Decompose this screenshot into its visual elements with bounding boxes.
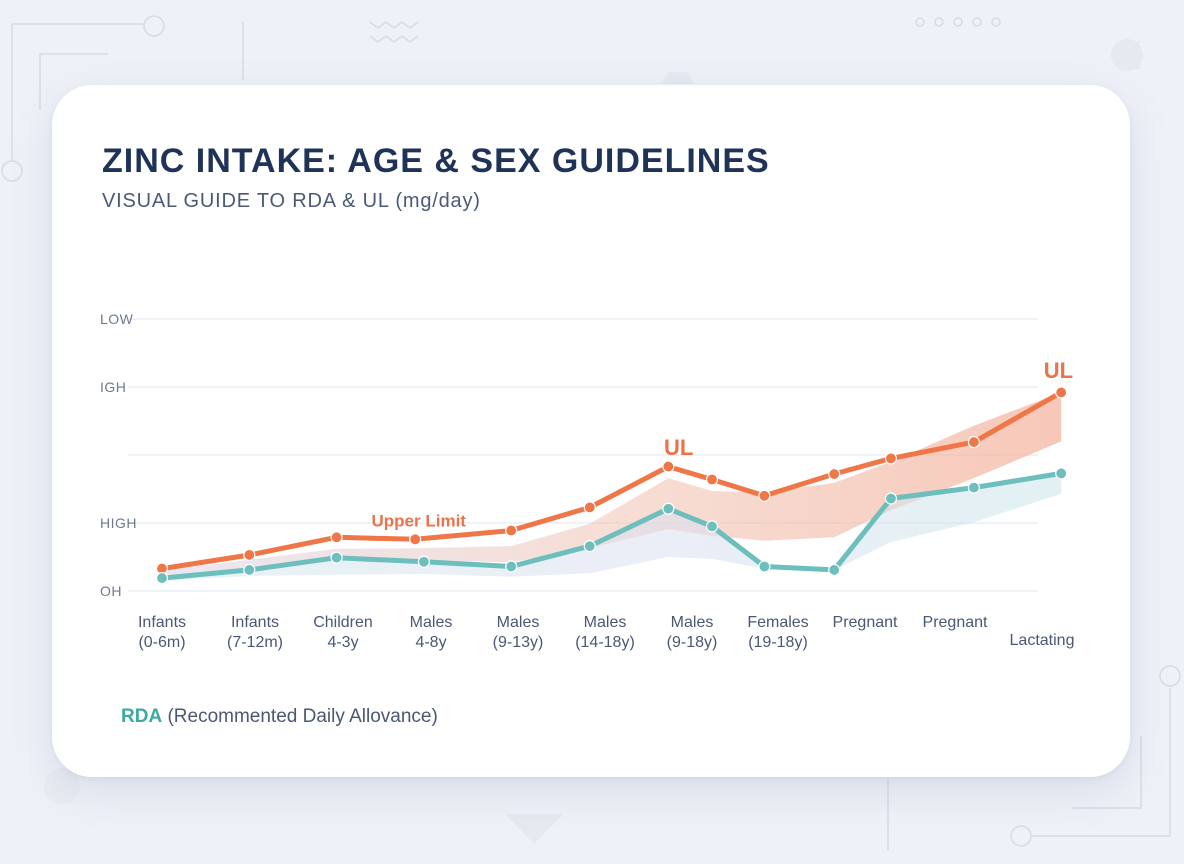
data-point-rda [505,560,518,573]
data-point-rda [967,481,980,494]
data-point-ul [1055,386,1068,399]
circuit-line [1032,688,1171,837]
x-tick-label: Infants [138,614,186,631]
data-point-rda [1055,467,1068,480]
x-tick-label: Pregnant [833,614,898,631]
x-tick-label: Lactating [1010,632,1075,649]
circuit-node [1010,825,1032,847]
dot-decoration [953,17,963,27]
x-tick-label: (19-18y) [748,634,808,651]
circle-decoration [44,768,80,804]
x-tick-label: (14-18y) [575,634,635,651]
x-tick-label: Pregnant [923,614,988,631]
x-tick-label: Children [313,614,373,631]
data-point-rda [330,551,343,564]
triangle-decoration [505,814,563,844]
x-tick-label: (9-18y) [667,634,718,651]
hex-decoration [1111,39,1143,71]
chart-card [52,85,1130,777]
circuit-line [1072,736,1142,809]
data-point-ul [884,452,898,465]
x-tick-label: Females [747,614,808,631]
data-point-ul [505,524,518,537]
data-point-rda [417,555,430,568]
data-point-rda [243,563,256,577]
x-tick-label: Males [584,614,627,631]
y-tick-label: HIGH [100,515,137,531]
data-point-ul [967,435,980,449]
data-point-ul [409,533,422,546]
data-point-ul [828,467,841,481]
zigzag-decoration [369,21,419,43]
circuit-line [11,23,143,160]
y-tick-label: IGH [100,379,126,395]
chart-title: ZINC INTAKE: AGE & SEX GUIDELINES [102,142,770,180]
data-point-rda [758,560,771,573]
data-point-ul [758,489,771,502]
data-point-rda [583,540,596,553]
x-tick-label: Infants [231,614,279,631]
band-ul [162,392,1062,576]
x-tick-label: Males [410,614,453,631]
y-tick-label: LOW [100,311,134,327]
data-point-ul [583,501,596,514]
x-tick-label: 4-3y [327,634,358,651]
circuit-node [1159,665,1181,687]
dot-decoration [934,17,944,27]
circuit-node [1,160,23,182]
dot-decoration [991,17,1001,27]
dot-decoration [915,17,925,27]
annotation-label: Upper Limit [372,511,467,530]
x-tick-label: (7-12m) [227,634,283,651]
data-point-ul [705,473,719,486]
data-point-rda [705,520,719,533]
data-point-rda [662,502,675,515]
x-tick-label: Males [497,614,540,631]
legend: RDA (Recommented Daily Allovance) [121,706,438,728]
annotation-label: UL [1044,358,1073,383]
x-tick-label: (9-13y) [493,634,544,651]
chart-subtitle: VISUAL GUIDE TO RDA & UL (mg/day) [102,190,481,212]
circuit-line [39,53,108,110]
annotation-label: UL [664,435,693,460]
data-point-rda [884,492,898,505]
x-tick-label: Males [671,614,714,631]
data-point-rda [155,571,169,585]
legend-key-rda: RDA [121,706,163,727]
dot-decoration [972,17,982,27]
data-point-rda [828,563,841,577]
hex-decoration [662,72,694,84]
data-point-ul [662,460,675,473]
x-tick-label: 4-8y [415,634,446,651]
y-tick-label: OH [100,583,122,599]
data-point-ul [330,531,343,544]
legend-description: (Recommented Daily Allovance) [167,706,438,727]
data-point-ul [243,548,256,562]
circuit-node [143,15,165,37]
x-tick-label: (0-6m) [138,634,185,651]
